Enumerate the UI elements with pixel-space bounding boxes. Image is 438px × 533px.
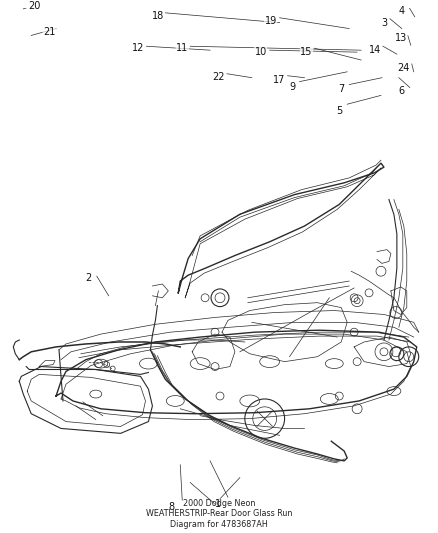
- Text: 24: 24: [398, 63, 410, 73]
- Text: 19: 19: [265, 15, 277, 26]
- Text: 15: 15: [300, 47, 313, 57]
- Text: 13: 13: [395, 34, 407, 43]
- Text: 6: 6: [399, 86, 405, 96]
- Text: 12: 12: [132, 43, 145, 53]
- Text: 2000 Dodge Neon
WEATHERSTRIP-Rear Door Glass Run
Diagram for 4783687AH: 2000 Dodge Neon WEATHERSTRIP-Rear Door G…: [146, 499, 292, 529]
- Text: 10: 10: [254, 47, 267, 57]
- Text: 9: 9: [290, 82, 296, 92]
- Text: 11: 11: [176, 43, 188, 53]
- Text: 2: 2: [86, 273, 92, 283]
- Text: 7: 7: [338, 84, 344, 94]
- Text: 1: 1: [215, 499, 221, 509]
- Text: 18: 18: [152, 11, 165, 21]
- Text: 21: 21: [43, 28, 55, 37]
- Text: 20: 20: [28, 1, 40, 11]
- Text: 22: 22: [213, 72, 225, 82]
- Text: 17: 17: [273, 75, 286, 85]
- Text: 3: 3: [381, 18, 387, 28]
- Text: 4: 4: [399, 6, 405, 16]
- Text: 14: 14: [369, 45, 381, 55]
- Text: 8: 8: [168, 502, 174, 512]
- Text: 5: 5: [336, 106, 343, 116]
